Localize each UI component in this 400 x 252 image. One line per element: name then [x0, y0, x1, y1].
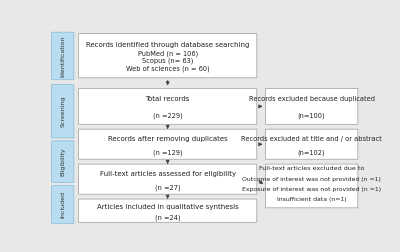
FancyBboxPatch shape — [78, 88, 257, 124]
Text: Records after removing duplicates: Records after removing duplicates — [108, 136, 228, 142]
Text: Insufficient data (n=1): Insufficient data (n=1) — [277, 197, 346, 202]
Text: (n =129): (n =129) — [153, 149, 182, 156]
Text: (n =229): (n =229) — [153, 112, 182, 119]
Text: (n=102): (n=102) — [298, 149, 326, 156]
Text: Exposure of interest was not provided (n =1): Exposure of interest was not provided (n… — [242, 187, 381, 192]
FancyBboxPatch shape — [52, 141, 74, 182]
FancyBboxPatch shape — [266, 164, 358, 208]
FancyBboxPatch shape — [78, 34, 257, 78]
Text: PubMed (n = 106): PubMed (n = 106) — [138, 50, 198, 57]
Text: Records identified through database searching: Records identified through database sear… — [86, 42, 249, 48]
Text: (n =24): (n =24) — [155, 215, 180, 222]
Text: (n =27): (n =27) — [155, 184, 180, 191]
FancyBboxPatch shape — [52, 85, 74, 138]
Text: Web of sciences (n = 60): Web of sciences (n = 60) — [126, 65, 210, 72]
Text: Total records: Total records — [146, 96, 190, 102]
Text: Records excluded at title and / or abstract: Records excluded at title and / or abstr… — [241, 136, 382, 142]
Text: Records excluded because duplicated: Records excluded because duplicated — [249, 96, 375, 102]
Text: Scopus (n= 63): Scopus (n= 63) — [142, 58, 193, 64]
Text: Full-text articles assessed for eligibility: Full-text articles assessed for eligibil… — [100, 171, 236, 177]
FancyBboxPatch shape — [266, 129, 358, 159]
FancyBboxPatch shape — [52, 32, 74, 80]
FancyBboxPatch shape — [78, 199, 257, 222]
FancyBboxPatch shape — [52, 185, 74, 223]
Text: Full-text articles excluded due to: Full-text articles excluded due to — [259, 166, 364, 171]
Text: Included: Included — [60, 191, 65, 218]
FancyBboxPatch shape — [266, 88, 358, 124]
FancyBboxPatch shape — [78, 164, 257, 194]
Text: Eligibility: Eligibility — [60, 147, 65, 176]
Text: Screening: Screening — [60, 96, 65, 127]
Text: Outcome of interest was not provided (n =1): Outcome of interest was not provided (n … — [242, 177, 381, 182]
Text: (n=100): (n=100) — [298, 112, 326, 119]
Text: Identification: Identification — [60, 35, 65, 77]
FancyBboxPatch shape — [78, 129, 257, 159]
Text: Articles included in qualitative synthesis: Articles included in qualitative synthes… — [97, 204, 238, 210]
